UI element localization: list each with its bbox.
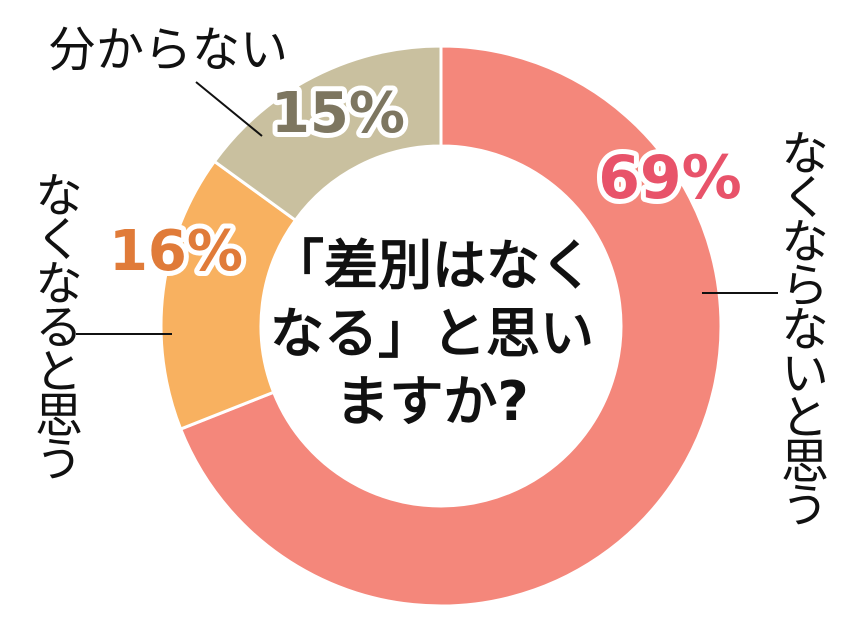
slice-value-label-nakunaranai: 69% [598, 143, 742, 213]
slice-nakunaranai [178, 44, 723, 608]
slice-wakaranai [212, 44, 443, 223]
center-question-line-3: ますか? [335, 370, 528, 433]
category-label-nakunaru: なくなると思う [26, 170, 82, 479]
leader-line-wakaranai [195, 81, 263, 137]
center-question-line-1: 「差別はなく [270, 234, 594, 297]
leader-lines [76, 81, 778, 335]
donut-slices [159, 44, 723, 608]
category-label-wakaranai: 分からない [48, 22, 288, 78]
category-label-nakunaranai: なくならないと思う [772, 128, 828, 525]
slice-value-label-wakaranai: 15% [271, 81, 405, 146]
center-question-line-2: なる」と思い [270, 302, 594, 365]
slice-value-label-nakunaru: 16% [109, 219, 243, 284]
